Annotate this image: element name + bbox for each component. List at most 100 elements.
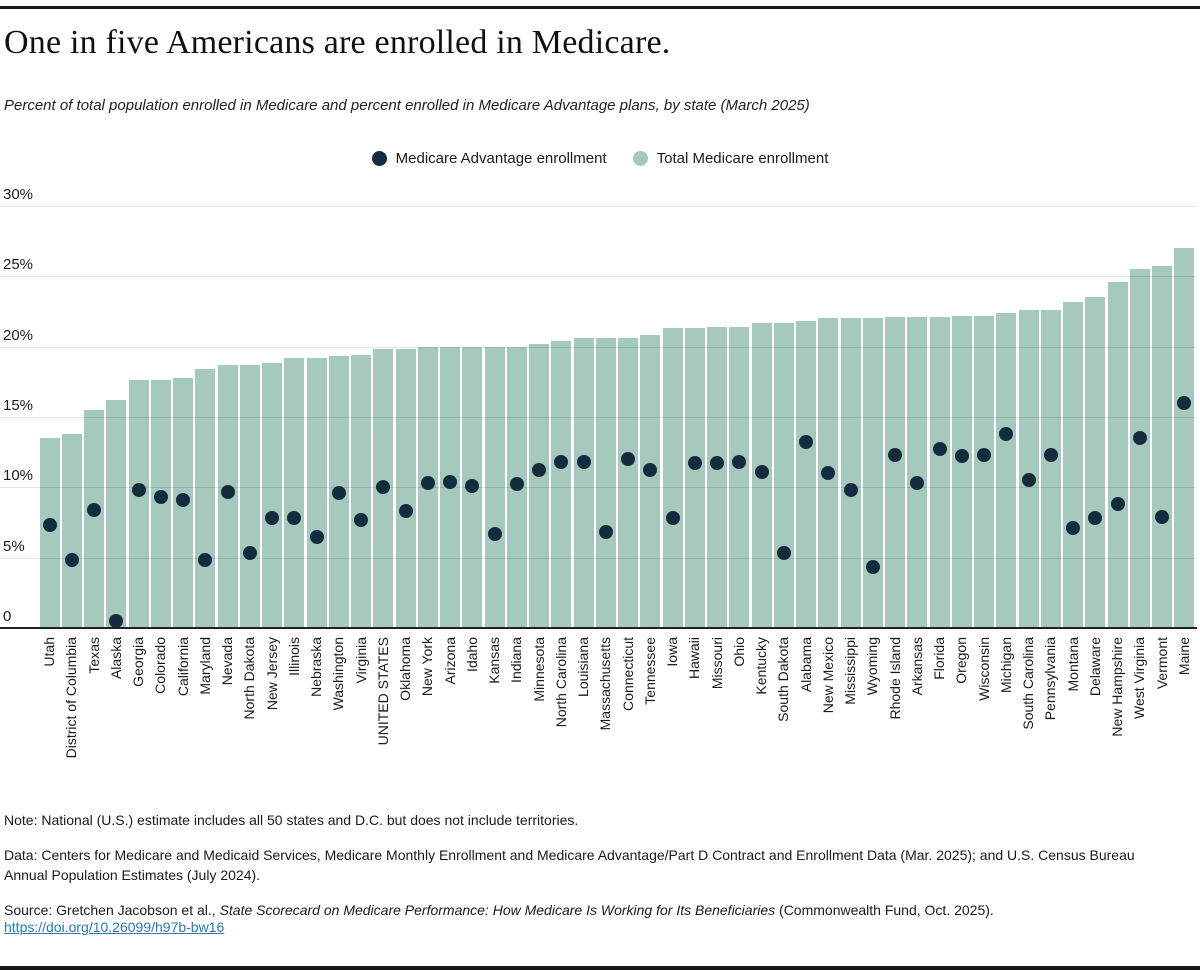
medicare-advantage-dot: [309, 529, 324, 544]
total-medicare-bar: [1107, 281, 1128, 628]
medicare-advantage-dot: [598, 525, 613, 540]
medicare-advantage-dot: [799, 435, 814, 450]
medicare-advantage-dot-icon: [371, 151, 387, 166]
medicare-advantage-dot: [1132, 431, 1147, 446]
medicare-advantage-dot: [287, 511, 302, 526]
x-axis-label: North Carolina: [552, 637, 569, 728]
bottom-rule: [0, 966, 1200, 970]
y-gridline: [0, 487, 1197, 489]
total-medicare-bar: [862, 318, 883, 628]
y-gridline: [0, 557, 1197, 559]
x-axis-label: Wyoming: [864, 637, 881, 696]
medicare-advantage-dot: [465, 478, 480, 493]
x-axis-label: Alabama: [797, 637, 814, 693]
x-axis-label: West Virginia: [1131, 637, 1148, 719]
total-medicare-bar: [306, 357, 327, 628]
medicare-advantage-dot: [198, 553, 213, 568]
medicare-advantage-dot: [576, 454, 591, 469]
y-tick-label: 20%: [3, 326, 34, 344]
x-axis-label: Nevada: [219, 637, 236, 686]
total-medicare-bar: [840, 318, 861, 628]
legend-item-medicare-advantage: Medicare Advantage enrollment: [371, 150, 607, 167]
source-citation: Source: Gretchen Jacobson et al., State …: [4, 902, 994, 918]
x-axis-label: Idaho: [463, 637, 480, 673]
x-axis-label: California: [174, 637, 191, 697]
x-axis-label: Ohio: [730, 637, 747, 667]
medicare-advantage-dot: [64, 553, 79, 568]
total-medicare-bar: [595, 338, 616, 628]
total-medicare-bar: [1174, 248, 1195, 628]
medicare-advantage-dot: [554, 454, 569, 469]
medicare-advantage-dot: [687, 456, 702, 471]
medicare-advantage-dot: [1043, 447, 1058, 462]
medicare-advantage-dot: [821, 466, 836, 481]
x-axis-label: Florida: [931, 637, 948, 680]
total-medicare-bar: [1063, 301, 1084, 628]
x-axis-label: Kansas: [486, 637, 503, 684]
total-medicare-bar: [951, 315, 972, 628]
y-tick-label: 30%: [3, 185, 34, 203]
medicare-advantage-dot: [153, 490, 168, 505]
medicare-advantage-dot: [954, 449, 969, 464]
x-axis-label: Louisiana: [575, 637, 592, 697]
x-axis-label: Indiana: [508, 637, 525, 683]
medicare-advantage-dot: [220, 484, 235, 499]
x-axis-label: New Mexico: [819, 637, 836, 714]
total-medicare-bar: [551, 340, 572, 628]
medicare-advantage-dot: [754, 464, 769, 479]
x-axis-label: Oregon: [953, 637, 970, 684]
medicare-advantage-dot: [932, 442, 947, 457]
medicare-advantage-dot: [910, 476, 925, 491]
chart-subtitle: Percent of total population enrolled in …: [4, 97, 810, 114]
medicare-advantage-dot: [532, 463, 547, 478]
medicare-advantage-dot: [1088, 511, 1103, 526]
medicare-advantage-dot: [1110, 497, 1125, 512]
medicare-advantage-dot: [710, 456, 725, 471]
medicare-advantage-dot: [131, 483, 146, 498]
x-axis-label: Michigan: [997, 637, 1014, 694]
x-axis-label: Mississippi: [842, 637, 859, 705]
doi-link[interactable]: https://doi.org/10.26099/h97b-bw16: [4, 919, 225, 935]
y-gridline: [0, 276, 1197, 278]
total-medicare-bar: [1085, 297, 1106, 628]
total-medicare-bar: [529, 343, 550, 628]
y-tick-label: 0: [3, 608, 12, 625]
x-axis-label: Georgia: [130, 637, 147, 687]
total-medicare-bar: [707, 326, 728, 628]
top-rule: [0, 6, 1200, 9]
medicare-advantage-dot: [1021, 473, 1036, 488]
medicare-advantage-dot: [354, 512, 369, 527]
medicare-advantage-dot: [843, 483, 858, 498]
total-medicare-bar: [640, 335, 661, 628]
medicare-advantage-dot: [732, 454, 747, 469]
medicare-advantage-dot: [1155, 509, 1170, 524]
x-axis-label: District of Columbia: [63, 637, 80, 759]
x-axis-label: Colorado: [152, 637, 169, 694]
y-tick-label: 15%: [3, 396, 34, 414]
medicare-advantage-dot: [398, 504, 413, 519]
total-medicare-bar: [484, 346, 505, 628]
x-axis-label: Alaska: [107, 637, 124, 680]
x-axis-label: Arizona: [441, 637, 458, 685]
total-medicare-bar: [106, 400, 127, 628]
total-medicare-bar: [1129, 269, 1150, 628]
total-medicare-bar: [996, 312, 1017, 628]
medicare-advantage-dot: [888, 447, 903, 462]
y-gridline: [0, 416, 1197, 418]
x-axis-label: Hawaii: [686, 637, 703, 680]
total-medicare-bar: [684, 328, 705, 628]
medicare-advantage-dot: [643, 463, 658, 478]
x-axis-label: Kentucky: [753, 637, 770, 695]
medicare-advantage-dot: [865, 560, 880, 575]
medicare-advantage-dot: [242, 546, 257, 561]
total-medicare-bar: [128, 380, 149, 628]
y-tick-label: 10%: [3, 467, 34, 485]
x-axis-label: Massachusetts: [597, 637, 614, 731]
total-medicare-bar: [61, 433, 82, 628]
total-medicare-bar: [796, 321, 817, 628]
x-axis-label: Iowa: [664, 637, 681, 667]
x-axis-label: Nebraska: [308, 637, 325, 697]
medicare-advantage-dot: [109, 613, 124, 628]
x-axis-label: Missouri: [708, 637, 725, 690]
